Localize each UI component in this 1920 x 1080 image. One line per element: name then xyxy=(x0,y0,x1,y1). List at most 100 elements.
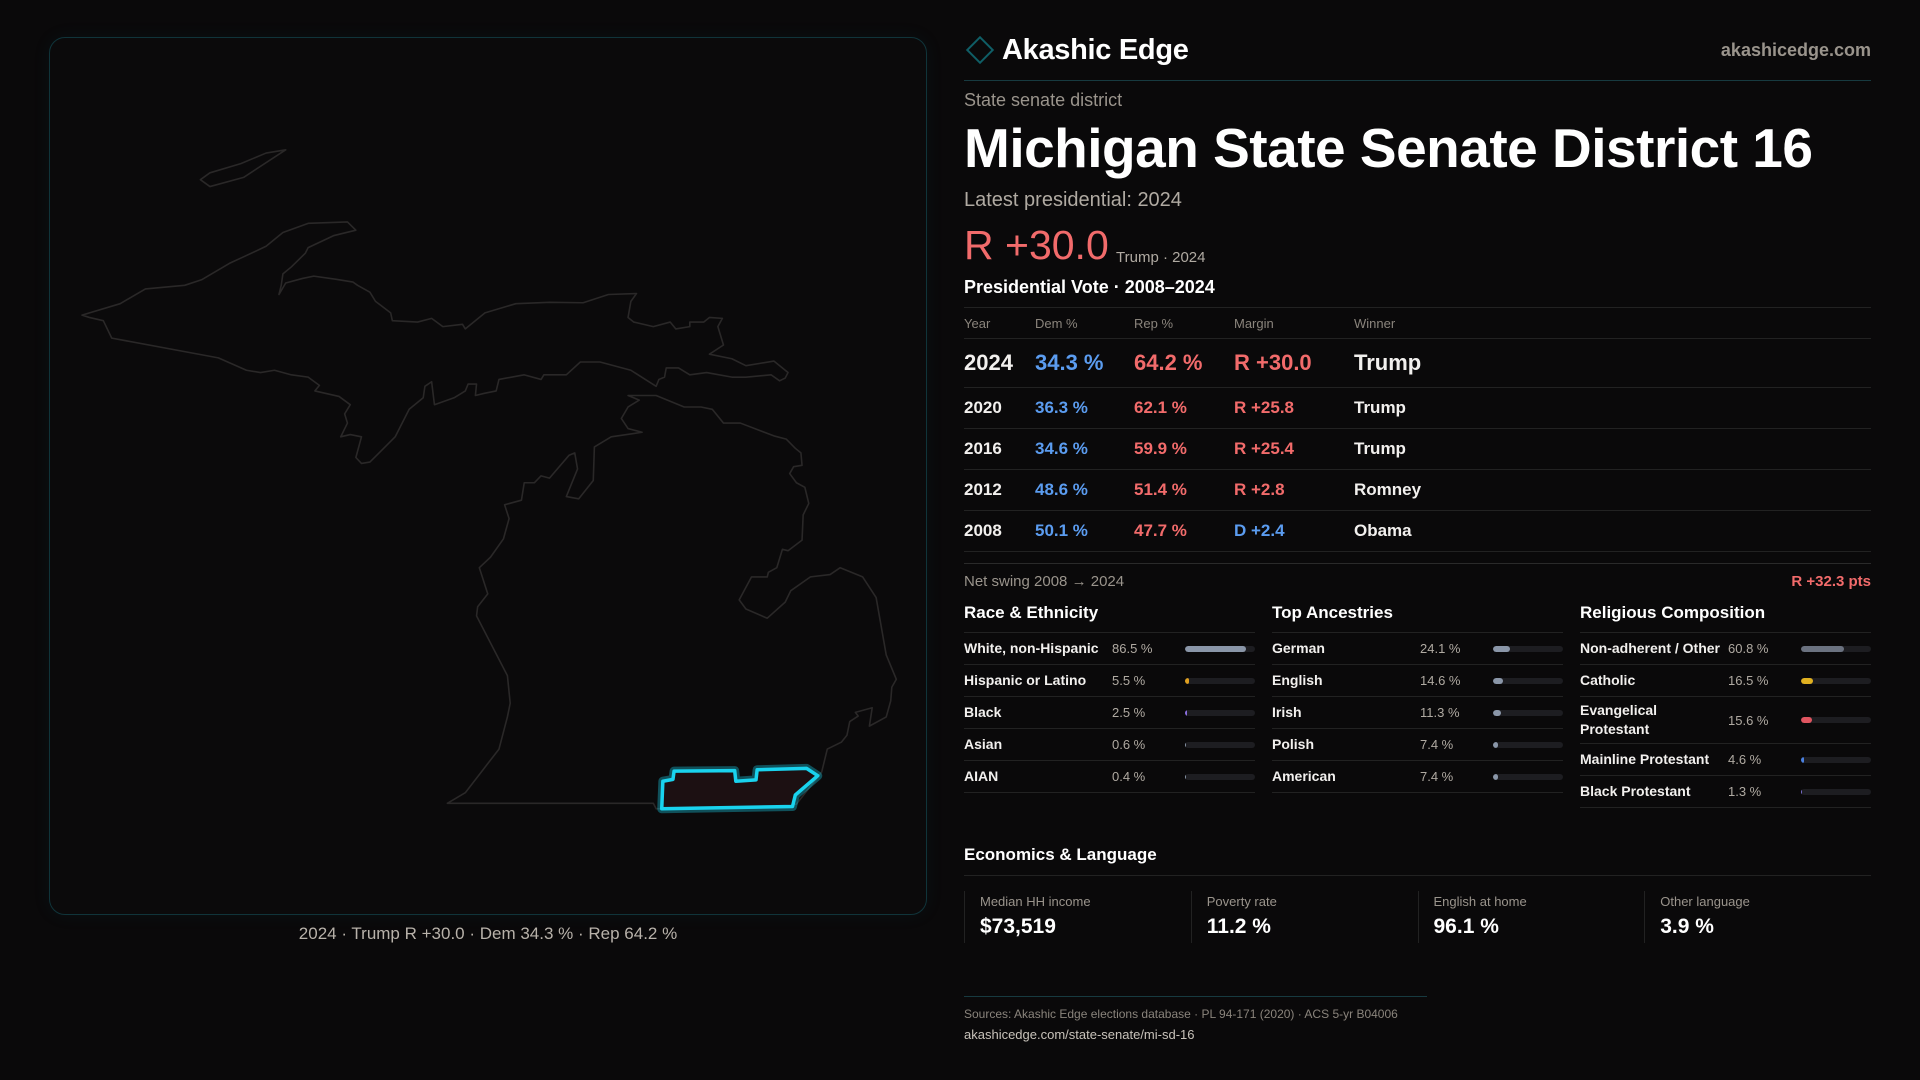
item-bar xyxy=(1801,756,1871,763)
vote-table-title: Presidential Vote · 2008–2024 xyxy=(964,277,1215,297)
item-label: Mainline Protestant xyxy=(1580,751,1710,767)
winner-cell: Trump xyxy=(1354,350,1422,375)
list-item: Polish 7.4 % xyxy=(1272,729,1563,761)
winner-cell: Trump xyxy=(1354,398,1406,417)
year-cell: 2024 xyxy=(964,350,1013,375)
district-map xyxy=(50,120,930,840)
item-label: Asian xyxy=(964,736,1003,752)
list-item: Black 2.5 % xyxy=(964,697,1255,729)
dem-cell: 34.6 % xyxy=(1035,439,1088,458)
item-bar-fill xyxy=(1493,741,1499,748)
item-value: 16.5 % xyxy=(1728,673,1769,688)
net-swing: Net swing 2008 → 2024 R +32.3 pts xyxy=(964,573,1871,590)
item-label: Black Protestant xyxy=(1580,783,1691,799)
winner-cell: Trump xyxy=(1354,439,1406,458)
list-item: English 14.6 % xyxy=(1272,665,1563,697)
latest-margin: R +30.0 xyxy=(964,222,1109,268)
item-value: 60.8 % xyxy=(1728,641,1769,656)
item-bar xyxy=(1801,717,1871,723)
section-title: Top Ancestries xyxy=(1272,603,1563,633)
list-item: German 24.1 % xyxy=(1272,633,1563,665)
item-value: 15.6 % xyxy=(1728,712,1769,728)
year-cell: 2016 xyxy=(964,439,1002,458)
list-item: Mainline Protestant 4.6 % xyxy=(1580,744,1871,776)
stat-card: Median HH income $73,519 xyxy=(964,891,1191,943)
lower-peninsula-outline xyxy=(447,396,896,809)
margin-cell: D +2.4 xyxy=(1234,521,1285,540)
rep-cell: 64.2 % xyxy=(1134,350,1203,375)
divider xyxy=(964,996,1427,997)
item-value: 2.5 % xyxy=(1112,705,1146,720)
dem-cell: 36.3 % xyxy=(1035,398,1088,417)
dem-cell: 48.6 % xyxy=(1035,480,1088,499)
col-winner: Winner xyxy=(1354,315,1396,331)
item-bar xyxy=(1493,773,1563,780)
list-item: Catholic 16.5 % xyxy=(1580,665,1871,697)
list-item: Asian 0.6 % xyxy=(964,729,1255,761)
diamond-logo-icon xyxy=(965,35,995,65)
vote-table: Year Dem % Rep % Margin Winner 2024 34.3 … xyxy=(964,307,1871,552)
list-item: Non-adherent / Other 60.8 % xyxy=(1580,633,1871,665)
stat-label: Median HH income xyxy=(980,894,1091,909)
stat-value: 3.9 % xyxy=(1660,915,1714,938)
item-bar xyxy=(1801,788,1871,795)
item-bar-fill xyxy=(1185,741,1187,748)
list-item: Hispanic or Latino 5.5 % xyxy=(964,665,1255,697)
col-year: Year xyxy=(964,315,991,331)
item-label: Black xyxy=(964,704,1002,720)
year-cell: 2020 xyxy=(964,398,1002,417)
margin-cell: R +2.8 xyxy=(1234,480,1285,499)
item-bar xyxy=(1185,677,1255,684)
list-item: American 7.4 % xyxy=(1272,761,1563,793)
divider xyxy=(964,80,1871,81)
dem-cell: 34.3 % xyxy=(1035,350,1104,375)
item-value: 5.5 % xyxy=(1112,673,1146,688)
map-caption: 2024 · Trump R +30.0 · Dem 34.3 % · Rep … xyxy=(298,924,678,943)
list-item: Evangelical Protestant 15.6 % xyxy=(1580,697,1871,744)
item-value: 24.1 % xyxy=(1420,641,1461,656)
economics-title: Economics & Language xyxy=(964,845,1871,876)
stat-card: English at home 96.1 % xyxy=(1417,891,1645,943)
item-bar-fill xyxy=(1185,773,1187,780)
item-value: 7.4 % xyxy=(1420,737,1454,752)
item-label: English xyxy=(1272,672,1323,688)
item-bar xyxy=(1801,677,1871,684)
site-link[interactable]: akashicedge.com xyxy=(1720,39,1871,60)
section-religious-composition: Religious Composition Non-adherent / Othe… xyxy=(1580,603,1871,808)
district-16-shape[interactable] xyxy=(662,768,818,808)
item-bar xyxy=(1493,645,1563,652)
table-row: 2020 36.3 % 62.1 % R +25.8 Trump xyxy=(964,388,1871,429)
item-bar xyxy=(1185,709,1255,716)
stat-label: Poverty rate xyxy=(1206,894,1277,909)
item-bar xyxy=(1493,741,1563,748)
stat-label: English at home xyxy=(1433,894,1527,909)
item-bar xyxy=(1493,709,1563,716)
item-bar-fill xyxy=(1801,677,1813,684)
list-item: AIAN 0.4 % xyxy=(964,761,1255,793)
item-label: Non-adherent / Other xyxy=(1580,640,1721,656)
item-bar-fill xyxy=(1801,717,1812,723)
table-row: 2012 48.6 % 51.4 % R +2.8 Romney xyxy=(964,470,1871,511)
kicker: State senate district xyxy=(964,90,1123,110)
winner-cell: Obama xyxy=(1354,521,1412,540)
list-item: White, non-Hispanic 86.5 % xyxy=(964,633,1255,665)
sources: Sources: Akashic Edge elections database… xyxy=(964,1007,1398,1021)
margin-cell: R +25.8 xyxy=(1234,398,1295,417)
net-swing-label: Net swing 2008 → 2024 xyxy=(964,573,1125,590)
item-value: 0.6 % xyxy=(1112,737,1146,752)
item-label: German xyxy=(1272,640,1325,656)
brand-name[interactable]: Akashic Edge xyxy=(1002,33,1189,66)
item-value: 1.3 % xyxy=(1728,784,1762,799)
item-label: Hispanic or Latino xyxy=(964,672,1087,688)
item-label: Evangelical Protestant xyxy=(1580,702,1658,737)
year-cell: 2008 xyxy=(964,521,1002,540)
item-bar-fill xyxy=(1185,645,1246,652)
item-label: American xyxy=(1272,768,1336,784)
table-row: 2016 34.6 % 59.9 % R +25.4 Trump xyxy=(964,429,1871,470)
rep-cell: 62.1 % xyxy=(1134,398,1187,417)
item-value: 4.6 % xyxy=(1728,752,1762,767)
item-value: 7.4 % xyxy=(1420,769,1454,784)
page-url[interactable]: akashicedge.com/state-senate/mi-sd-16 xyxy=(964,1027,1195,1042)
stat-value: 11.2 % xyxy=(1206,915,1271,938)
list-item: Irish 11.3 % xyxy=(1272,697,1563,729)
